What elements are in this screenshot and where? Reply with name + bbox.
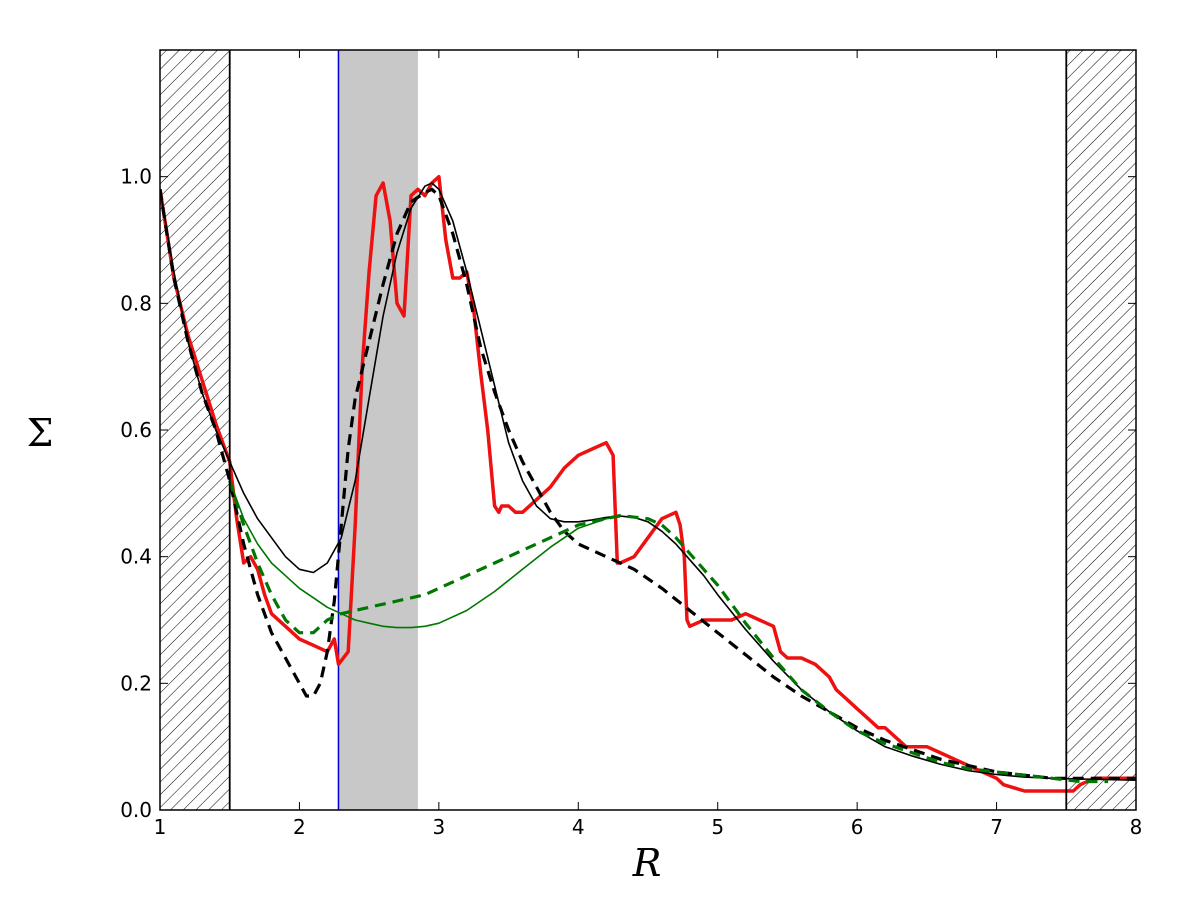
y-tick-label: 0.0 bbox=[120, 798, 152, 822]
hatched-region-1 bbox=[1066, 50, 1136, 810]
x-tick-label: 8 bbox=[1130, 815, 1143, 839]
x-tick-label: 7 bbox=[990, 815, 1003, 839]
y-tick-label: 0.6 bbox=[120, 418, 152, 442]
series-layer bbox=[160, 174, 1136, 793]
ticks-layer: 1 2 3 4 5 6 7 8 0.0 0.2 0.4 0.6 0.8 1.0 bbox=[120, 50, 1142, 839]
series-black-dashed-2 bbox=[160, 187, 1136, 780]
series-black-solid-1 bbox=[160, 182, 1136, 781]
series-red-solid-0 bbox=[160, 174, 1136, 793]
y-tick-label: 0.4 bbox=[120, 545, 152, 569]
y-tick-label: 1.0 bbox=[120, 165, 152, 189]
x-tick-label: 6 bbox=[851, 815, 864, 839]
x-tick-label: 2 bbox=[293, 815, 306, 839]
y-tick-label: 0.8 bbox=[120, 291, 152, 315]
x-axis-label: R bbox=[632, 841, 662, 885]
x-tick-label: 1 bbox=[154, 815, 167, 839]
shaded-region bbox=[338, 50, 418, 810]
x-tick-label: 4 bbox=[572, 815, 585, 839]
y-tick-label: 0.2 bbox=[120, 671, 152, 695]
y-axis-label: Σ bbox=[27, 411, 54, 455]
series-green-dashed-4 bbox=[228, 480, 1109, 784]
series-green-solid-3 bbox=[228, 480, 621, 629]
x-tick-label: 3 bbox=[432, 815, 445, 839]
x-tick-label: 5 bbox=[711, 815, 724, 839]
